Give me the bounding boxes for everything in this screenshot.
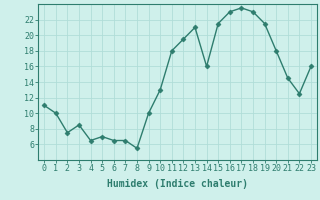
X-axis label: Humidex (Indice chaleur): Humidex (Indice chaleur) xyxy=(107,179,248,189)
